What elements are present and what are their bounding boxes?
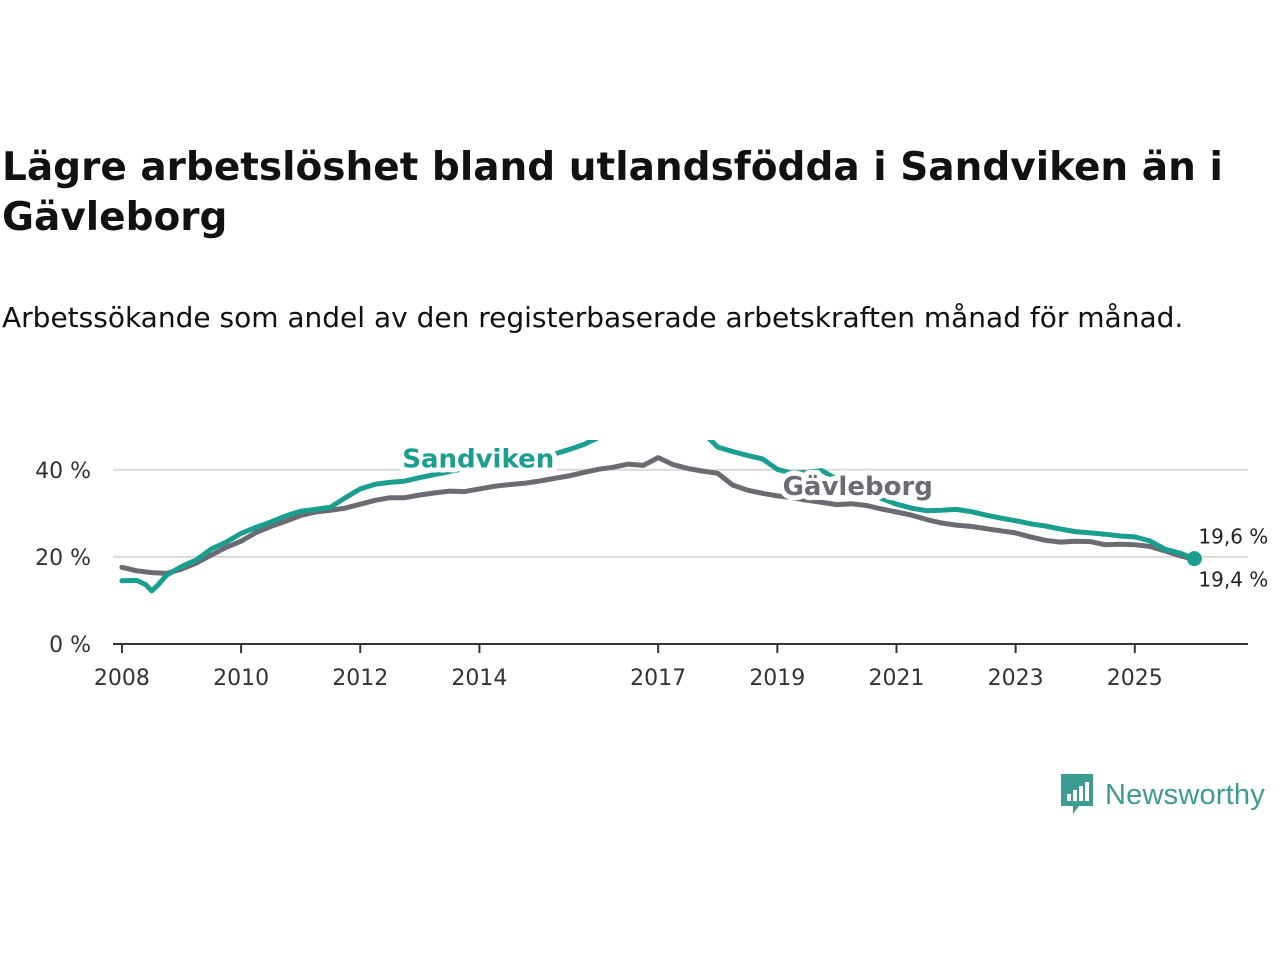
series-label-sandviken: Sandviken [402, 445, 554, 475]
x-axis: 2008 2010 2012 2014 2017 2019 2021 2023 2025 [94, 643, 1248, 691]
series-labels: 19,6 % 19,4 % Sandviken Gävleborg [397, 440, 1268, 592]
end-label-gavleborg: 19,4 % [1198, 568, 1268, 592]
x-tick-label: 2019 [749, 666, 805, 691]
series-label-gavleborg: Gävleborg [783, 472, 933, 502]
line-chart: 0 % 20 % 40 % 2008 2010 2012 2014 2017 2019 2021… [35, 440, 1268, 691]
gridlines [113, 468, 1248, 558]
y-axis: 0 % 20 % 40 % [35, 459, 91, 658]
x-tick-label: 2012 [332, 666, 388, 691]
y-tick-label: 20 % [35, 546, 91, 571]
x-tick-label: 2023 [988, 666, 1044, 691]
end-label-sandviken: 19,6 % [1198, 525, 1268, 549]
y-tick-label: 0 % [49, 633, 91, 658]
x-tick-label: 2014 [451, 666, 507, 691]
x-tick-label: 2021 [868, 666, 924, 691]
series-lines [119, 440, 1202, 594]
x-tick-label: 2017 [630, 666, 686, 691]
x-tick-label: 2008 [94, 666, 150, 691]
end-point-marker [1186, 551, 1202, 567]
series-line-gvleborg [119, 455, 1197, 576]
x-tick-label: 2025 [1107, 666, 1163, 691]
y-tick-label: 40 % [35, 459, 91, 484]
brand-name: Newsworthy [1105, 778, 1265, 811]
chart-title: Lägre arbetslöshet bland utlandsfödda i … [2, 145, 1223, 240]
x-tick-label: 2010 [213, 666, 269, 691]
newsworthy-logo: Newsworthy [1059, 772, 1265, 818]
series-line-sandviken [119, 440, 1197, 594]
chart-subtitle: Arbetssökande som andel av den registerb… [2, 301, 1184, 334]
bar-chart-icon [1061, 774, 1093, 814]
